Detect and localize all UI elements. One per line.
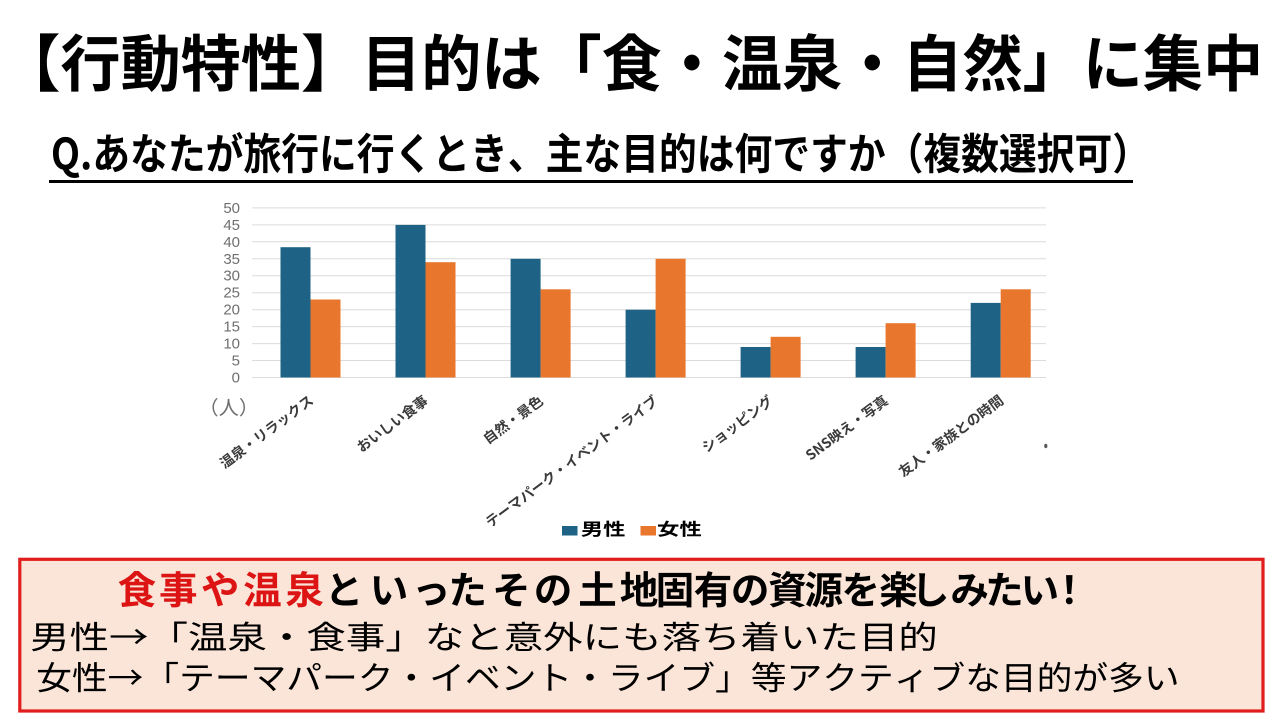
svg-text:15: 15 [223,319,240,336]
svg-text:5: 5 [232,353,240,370]
svg-text:10: 10 [223,336,240,353]
svg-text:20: 20 [223,302,240,319]
svg-text:25: 25 [223,285,240,302]
svg-text:40: 40 [223,234,240,251]
svg-text:45: 45 [223,217,240,234]
svg-text:50: 50 [223,200,240,217]
svg-text:30: 30 [223,268,240,285]
svg-text:0: 0 [232,370,240,387]
svg-text:35: 35 [223,251,240,268]
